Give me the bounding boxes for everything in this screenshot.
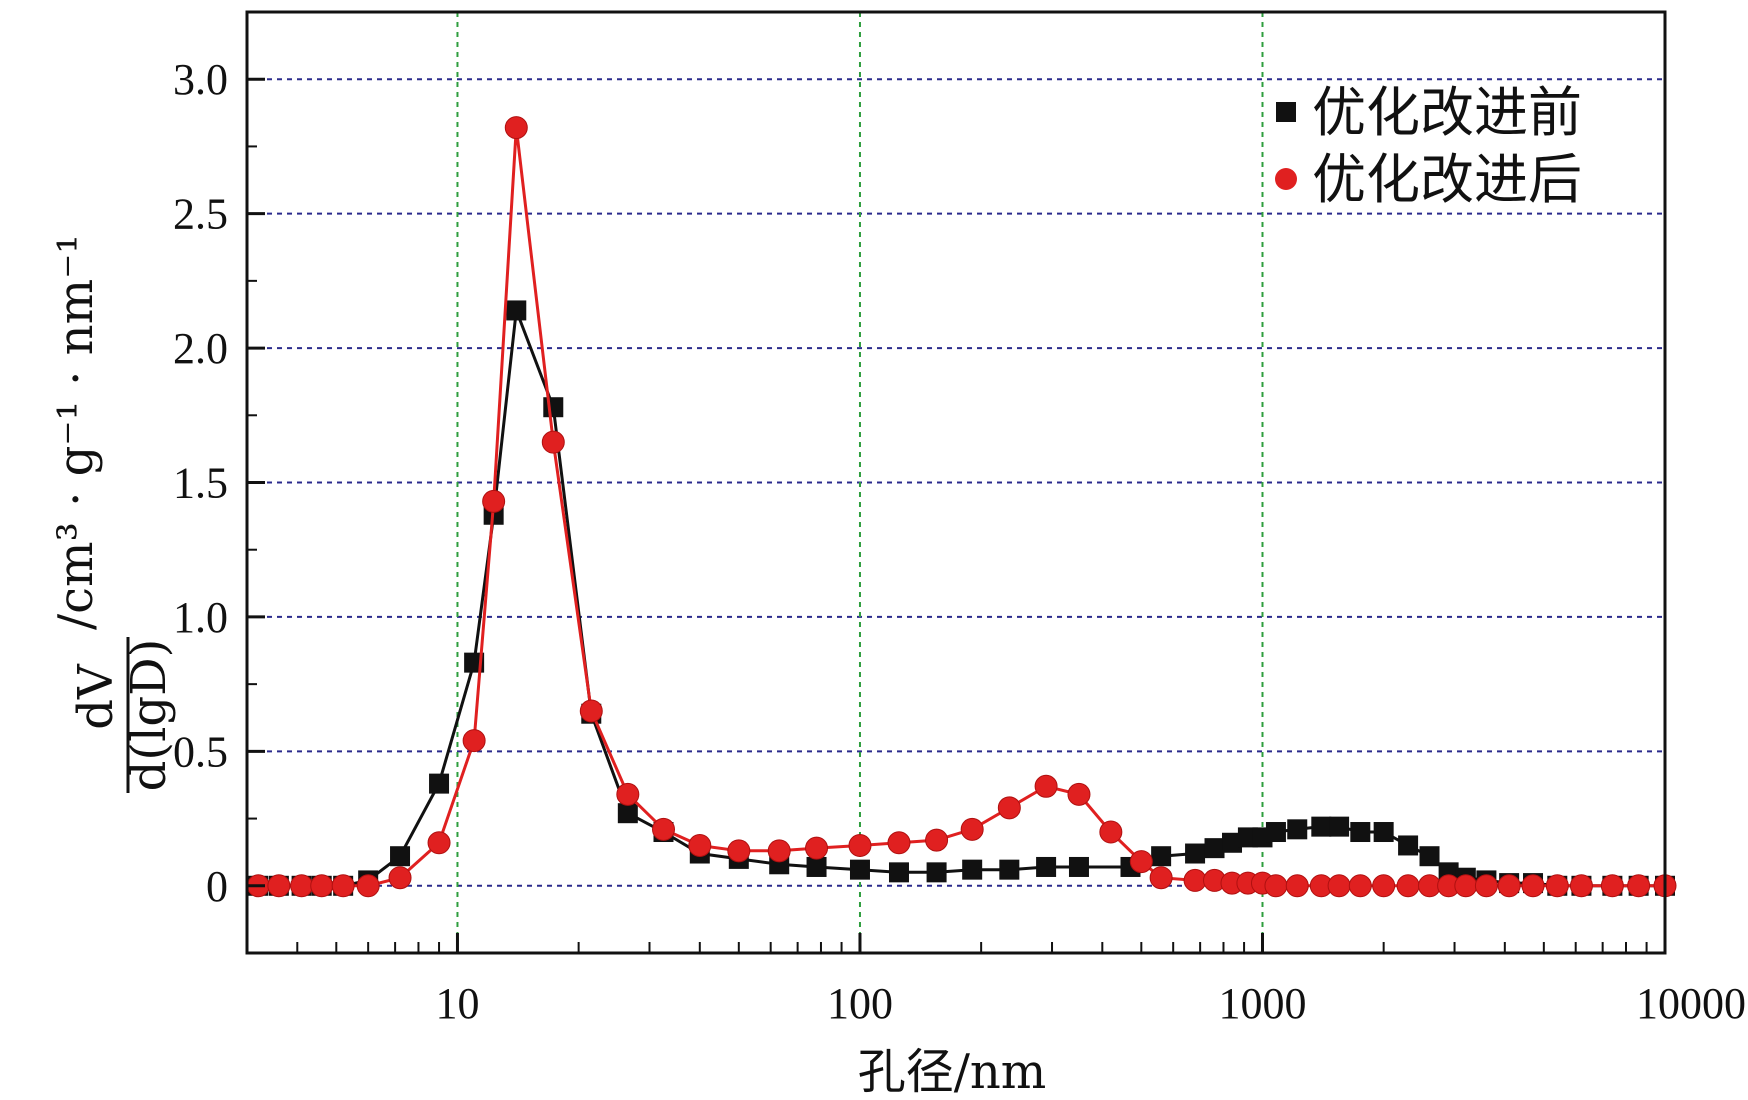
data-point xyxy=(805,836,829,860)
data-point xyxy=(1569,874,1593,898)
data-point xyxy=(1151,846,1172,867)
data-point xyxy=(1327,874,1351,898)
data-point xyxy=(1285,874,1309,898)
data-point xyxy=(1222,832,1243,853)
data-point xyxy=(1067,782,1091,806)
data-point xyxy=(543,397,564,418)
data-point xyxy=(1036,856,1057,877)
data-point xyxy=(1627,874,1651,898)
y-tick-label: 3.0 xyxy=(173,55,228,104)
data-point xyxy=(267,874,291,898)
data-point xyxy=(888,862,909,883)
data-point xyxy=(848,833,872,857)
y-axis-title: dV d(lgD) /cm³ · g⁻¹ · nm⁻¹ xyxy=(48,234,177,793)
data-point xyxy=(1068,856,1089,877)
y-axis-title-units: /cm³ · g⁻¹ · nm⁻¹ xyxy=(48,234,104,630)
data-point xyxy=(462,729,486,753)
data-point xyxy=(1454,874,1478,898)
data-point xyxy=(1149,866,1173,890)
data-point xyxy=(616,782,640,806)
series-line xyxy=(258,127,1665,888)
data-point xyxy=(541,430,565,454)
data-point xyxy=(506,300,527,321)
data-point xyxy=(482,489,506,513)
x-tick-label: 10000 xyxy=(1636,979,1746,1028)
data-point xyxy=(617,803,638,824)
data-point xyxy=(999,859,1020,880)
data-point xyxy=(1264,874,1288,898)
y-tick-label: 1.5 xyxy=(173,459,228,508)
y-tick-label: 2.0 xyxy=(173,324,228,373)
y-tick-label: 1.0 xyxy=(173,593,228,642)
y-tick-label: 0 xyxy=(206,862,228,911)
data-point xyxy=(1329,816,1350,837)
data-point xyxy=(887,831,911,855)
x-tick-label: 100 xyxy=(827,979,893,1028)
data-point xyxy=(390,846,411,867)
data-point xyxy=(1348,874,1372,898)
y-tick-label: 2.5 xyxy=(173,190,228,239)
data-point xyxy=(652,817,676,841)
data-point xyxy=(960,817,984,841)
data-point xyxy=(1600,874,1624,898)
data-point xyxy=(806,856,827,877)
y-axis-title-numerator: dV xyxy=(68,663,124,730)
data-point xyxy=(727,839,751,863)
data-point xyxy=(962,859,983,880)
data-point xyxy=(1545,874,1569,898)
data-point xyxy=(579,699,603,723)
x-axis-title: 孔径/nm xyxy=(858,1044,1047,1100)
data-point xyxy=(1521,874,1545,898)
data-point xyxy=(926,862,947,883)
data-point xyxy=(1099,820,1123,844)
data-point xyxy=(331,874,355,898)
data-point xyxy=(1372,874,1396,898)
data-point xyxy=(1183,868,1207,892)
data-point xyxy=(767,839,791,863)
data-point xyxy=(1419,846,1440,867)
series-layer xyxy=(246,116,1677,898)
series-2 xyxy=(246,116,1677,898)
data-point xyxy=(1311,816,1332,837)
legend-marker xyxy=(1276,102,1296,122)
data-point xyxy=(1396,874,1420,898)
data-point xyxy=(310,874,334,898)
y-tick-label: 0.5 xyxy=(173,727,228,776)
series-1 xyxy=(248,300,1675,896)
data-point xyxy=(1265,822,1286,843)
data-point xyxy=(1398,835,1419,856)
data-point xyxy=(1474,874,1498,898)
x-tick-label: 10 xyxy=(435,979,479,1028)
data-point xyxy=(356,874,380,898)
data-point xyxy=(925,828,949,852)
ticks: 0 0.5 1.0 1.5 2.0 2.5 3.0 10 100 1000 10000 xyxy=(173,11,1746,1028)
data-point xyxy=(1350,822,1371,843)
data-point xyxy=(1287,819,1308,840)
data-point xyxy=(1497,874,1521,898)
data-point xyxy=(997,796,1021,820)
data-point xyxy=(504,116,528,140)
data-point xyxy=(1204,838,1225,859)
legend-label: 优化改进后 xyxy=(1312,148,1582,211)
y-axis-title-denominator: d(lgD) xyxy=(121,639,177,792)
data-point xyxy=(1034,774,1058,798)
data-point xyxy=(290,874,314,898)
data-point xyxy=(849,859,870,880)
x-tick-label: 1000 xyxy=(1218,979,1306,1028)
legend-marker xyxy=(1275,168,1297,190)
legend-label: 优化改进前 xyxy=(1312,81,1582,144)
data-point xyxy=(688,833,712,857)
data-point xyxy=(1129,850,1153,874)
data-point xyxy=(429,773,450,794)
series-line xyxy=(258,309,1665,888)
data-point xyxy=(1373,822,1394,843)
data-point xyxy=(388,866,412,890)
data-point xyxy=(427,831,451,855)
data-point xyxy=(1185,843,1206,864)
